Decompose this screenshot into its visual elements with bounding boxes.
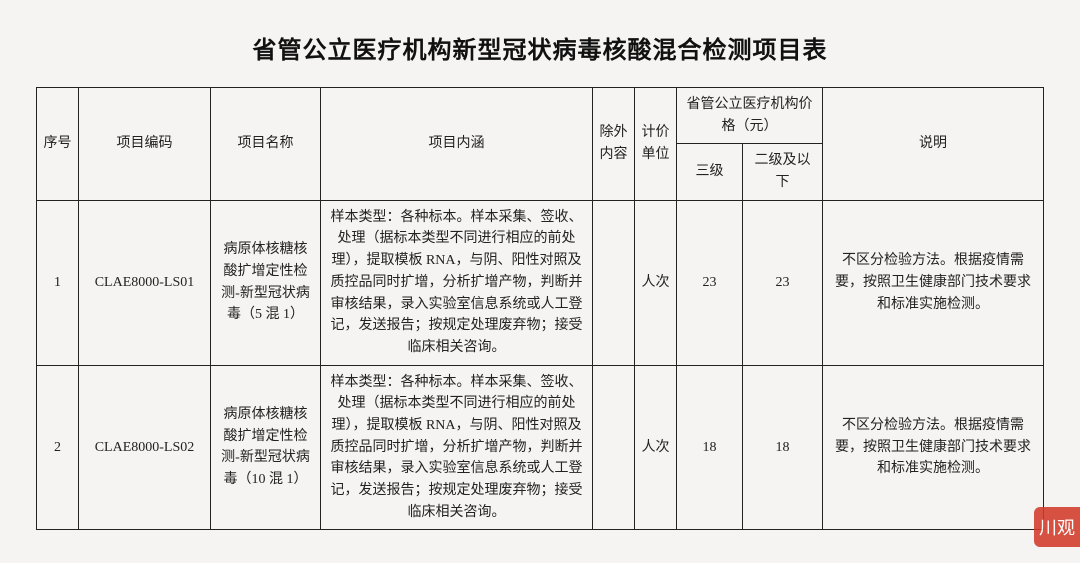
watermark-badge: 川观 bbox=[1034, 507, 1080, 547]
cell-name: 病原体核糖核酸扩增定性检测-新型冠状病毒（5 混 1） bbox=[211, 200, 321, 365]
cell-desc: 样本类型：各种标本。样本采集、签收、处理（据标本类型不同进行相应的前处理），提取… bbox=[321, 365, 593, 530]
pricing-table: 序号 项目编码 项目名称 项目内涵 除外内容 计价单位 省管公立医疗机构价格（元… bbox=[36, 87, 1044, 530]
table-row: 2 CLAE8000-LS02 病原体核糖核酸扩增定性检测-新型冠状病毒（10 … bbox=[37, 365, 1044, 530]
col-price-l3: 三级 bbox=[677, 144, 743, 200]
cell-note: 不区分检验方法。根据疫情需要，按照卫生健康部门技术要求和标准实施检测。 bbox=[823, 365, 1044, 530]
col-code: 项目编码 bbox=[79, 88, 211, 201]
cell-note: 不区分检验方法。根据疫情需要，按照卫生健康部门技术要求和标准实施检测。 bbox=[823, 200, 1044, 365]
page-title: 省管公立医疗机构新型冠状病毒核酸混合检测项目表 bbox=[36, 30, 1044, 65]
col-price-l2: 二级及以下 bbox=[743, 144, 823, 200]
cell-code: CLAE8000-LS02 bbox=[79, 365, 211, 530]
cell-name: 病原体核糖核酸扩增定性检测-新型冠状病毒（10 混 1） bbox=[211, 365, 321, 530]
cell-price-l2: 18 bbox=[743, 365, 823, 530]
cell-price-l2: 23 bbox=[743, 200, 823, 365]
col-note: 说明 bbox=[823, 88, 1044, 201]
col-excl: 除外内容 bbox=[593, 88, 635, 201]
cell-seq: 1 bbox=[37, 200, 79, 365]
table-row: 1 CLAE8000-LS01 病原体核糖核酸扩增定性检测-新型冠状病毒（5 混… bbox=[37, 200, 1044, 365]
col-name: 项目名称 bbox=[211, 88, 321, 201]
cell-desc: 样本类型：各种标本。样本采集、签收、处理（据标本类型不同进行相应的前处理），提取… bbox=[321, 200, 593, 365]
cell-unit: 人次 bbox=[635, 200, 677, 365]
cell-price-l3: 18 bbox=[677, 365, 743, 530]
cell-excl bbox=[593, 200, 635, 365]
cell-code: CLAE8000-LS01 bbox=[79, 200, 211, 365]
col-seq: 序号 bbox=[37, 88, 79, 201]
table-header: 序号 项目编码 项目名称 项目内涵 除外内容 计价单位 省管公立医疗机构价格（元… bbox=[37, 88, 1044, 201]
col-price-group: 省管公立医疗机构价格（元） bbox=[677, 88, 823, 144]
cell-price-l3: 23 bbox=[677, 200, 743, 365]
col-desc: 项目内涵 bbox=[321, 88, 593, 201]
cell-seq: 2 bbox=[37, 365, 79, 530]
cell-excl bbox=[593, 365, 635, 530]
cell-unit: 人次 bbox=[635, 365, 677, 530]
col-unit: 计价单位 bbox=[635, 88, 677, 201]
